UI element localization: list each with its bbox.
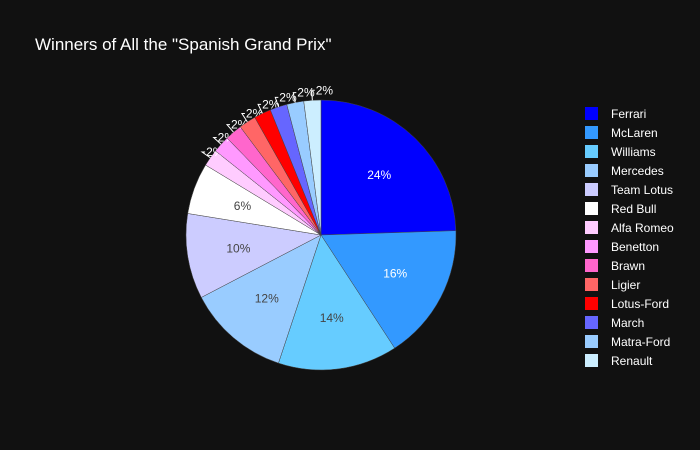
pie-slice-mclaren[interactable] [320, 230, 457, 349]
legend-item-ferrari[interactable]: Ferrari [585, 104, 674, 123]
legend-label: Lotus-Ford [611, 296, 670, 311]
legend-swatch [585, 183, 598, 196]
slice-leader-lotus-ford [257, 103, 263, 114]
legend-swatch [585, 202, 598, 215]
legend-label: Red Bull [611, 201, 657, 216]
legend-swatch [585, 335, 598, 348]
legend-item-renault[interactable]: Renault [585, 351, 674, 370]
legend-item-matra-ford[interactable]: Matra-Ford [585, 332, 674, 351]
legend-label: Renault [611, 353, 653, 368]
slice-leader-renault [311, 89, 315, 101]
pie-slice-williams[interactable] [278, 234, 395, 371]
legend-item-williams[interactable]: Williams [585, 142, 674, 161]
legend-item-red-bull[interactable]: Red Bull [585, 199, 674, 218]
legend-item-team-lotus[interactable]: Team Lotus [585, 180, 674, 199]
legend-swatch [585, 107, 598, 120]
legend-label: Ligier [611, 277, 641, 292]
legend-item-benetton[interactable]: Benetton [585, 237, 674, 256]
legend-label: Team Lotus [611, 182, 674, 197]
legend-label: McLaren [611, 125, 658, 140]
legend-item-mercedes[interactable]: Mercedes [585, 161, 674, 180]
slice-leader-benetton [212, 137, 222, 145]
chart-title: Winners of All the "Spanish Grand Prix" [35, 35, 332, 54]
slice-leader-brawn [225, 124, 234, 133]
legend-label: Ferrari [611, 106, 647, 121]
legend-label: Williams [611, 144, 656, 159]
slice-leader-matra-ford [292, 92, 297, 103]
legend-label: Brawn [611, 258, 646, 273]
slice-label-mclaren: 16% [383, 267, 407, 281]
legend-label: Benetton [611, 239, 660, 254]
legend-swatch [585, 126, 598, 139]
slice-label-matra-ford: 2% [297, 86, 315, 100]
pie-slice-ferrari[interactable] [320, 99, 457, 236]
slice-leader-march [274, 96, 279, 108]
slice-leader-ligier [240, 112, 248, 123]
slice-label-mercedes: 12% [255, 292, 279, 306]
legend-item-mclaren[interactable]: McLaren [585, 123, 674, 142]
legend-label: Alfa Romeo [611, 220, 674, 235]
legend-label: Matra-Ford [611, 334, 671, 349]
slice-label-renault: 2% [316, 83, 334, 97]
legend: Ferrari McLaren Williams Mercedes Team Lotus… [585, 104, 674, 370]
legend-swatch [585, 278, 598, 291]
slice-label-williams: 14% [320, 311, 344, 325]
pie-slice-team-lotus[interactable] [185, 213, 322, 298]
legend-item-ligier[interactable]: Ligier [585, 275, 674, 294]
pie-slice-mercedes[interactable] [200, 234, 322, 364]
legend-swatch [585, 164, 598, 177]
legend-item-march[interactable]: March [585, 313, 674, 332]
slice-label-red-bull: 6% [234, 199, 252, 213]
slice-label-team-lotus: 10% [226, 241, 250, 255]
slice-label-ferrari: 24% [367, 168, 391, 182]
legend-label: Mercedes [611, 163, 664, 178]
legend-label: March [611, 315, 645, 330]
legend-swatch [585, 145, 598, 158]
legend-swatch [585, 354, 598, 367]
slice-label-march: 2% [279, 90, 297, 104]
legend-swatch [585, 316, 598, 329]
legend-swatch [585, 297, 598, 310]
legend-swatch [585, 259, 598, 272]
legend-item-lotus-ford[interactable]: Lotus-Ford [585, 294, 674, 313]
legend-item-alfa-romeo[interactable]: Alfa Romeo [585, 218, 674, 237]
legend-item-brawn[interactable]: Brawn [585, 256, 674, 275]
legend-swatch [585, 240, 598, 253]
legend-swatch [585, 221, 598, 234]
slice-leader-alfa-romeo [200, 151, 211, 159]
